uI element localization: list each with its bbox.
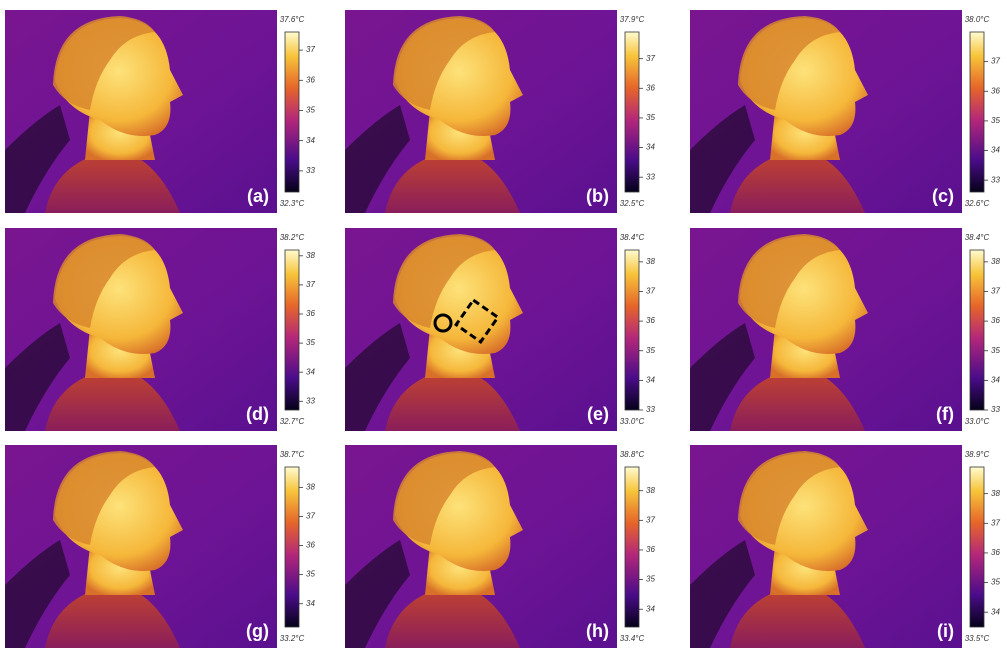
panel: (e) 38.4°C 33.0°C33 34 35 36 37 38 bbox=[345, 228, 655, 431]
colorbar-tick-label: 35 bbox=[646, 113, 655, 122]
colorbar-tick-label: 36 bbox=[991, 316, 1000, 325]
panel-label: (d) bbox=[246, 404, 269, 424]
colorbar-tick-label: 35 bbox=[991, 578, 1000, 587]
colorbar-tick-label: 35 bbox=[306, 338, 315, 347]
colorbar bbox=[625, 467, 639, 627]
colorbar-min: 32.3°C bbox=[280, 199, 305, 208]
colorbar-tick-label: 33 bbox=[646, 172, 655, 181]
colorbar bbox=[625, 32, 639, 192]
colorbar-tick-label: 36 bbox=[306, 309, 315, 318]
colorbar-tick-label: 34 bbox=[646, 375, 655, 384]
colorbar-tick-label: 36 bbox=[991, 548, 1000, 557]
colorbar-min: 32.7°C bbox=[280, 417, 305, 426]
colorbar-tick-label: 37 bbox=[306, 280, 315, 289]
colorbar-tick-label: 34 bbox=[306, 599, 315, 608]
colorbar-tick-label: 33 bbox=[306, 396, 315, 405]
colorbar-tick-label: 35 bbox=[991, 346, 1000, 355]
colorbar bbox=[970, 467, 984, 627]
colorbar-min: 33.4°C bbox=[620, 634, 645, 643]
colorbar-max: 37.6°C bbox=[280, 15, 305, 24]
colorbar-tick-label: 38 bbox=[646, 486, 655, 495]
colorbar-tick-label: 34 bbox=[646, 604, 655, 613]
colorbar-tick-label: 38 bbox=[306, 482, 315, 491]
colorbar-tick-label: 36 bbox=[646, 316, 655, 325]
colorbar-tick-label: 38 bbox=[646, 257, 655, 266]
panel-label: (g) bbox=[246, 621, 269, 641]
colorbar bbox=[285, 32, 299, 192]
colorbar-tick-label: 37 bbox=[991, 287, 1000, 296]
colorbar-tick-label: 34 bbox=[646, 143, 655, 152]
colorbar-tick-label: 34 bbox=[991, 146, 1000, 155]
colorbar-tick-label: 37 bbox=[306, 45, 315, 54]
colorbar bbox=[970, 250, 984, 410]
colorbar bbox=[970, 32, 984, 192]
panel-label: (f) bbox=[936, 404, 954, 424]
colorbar-tick-label: 34 bbox=[991, 375, 1000, 384]
colorbar-tick-label: 34 bbox=[991, 607, 1000, 616]
colorbar-tick-label: 35 bbox=[306, 106, 315, 115]
colorbar-max: 38.4°C bbox=[620, 233, 645, 242]
colorbar-tick-label: 33 bbox=[646, 405, 655, 414]
colorbar-max: 38.2°C bbox=[280, 233, 305, 242]
panel-label: (a) bbox=[247, 186, 269, 206]
panel-label: (b) bbox=[586, 186, 609, 206]
colorbar-max: 38.9°C bbox=[965, 450, 990, 459]
colorbar-tick-label: 33 bbox=[991, 175, 1000, 184]
figure: (a) 37.6°C 32.3°C 33 34 35 36 37 (b) 37.9°C 32.5°C… bbox=[0, 0, 1007, 648]
colorbar-tick-label: 38 bbox=[991, 489, 1000, 498]
colorbar-tick-label: 37 bbox=[991, 57, 1000, 66]
colorbar-tick-label: 36 bbox=[306, 541, 315, 550]
colorbar-tick-label: 37 bbox=[306, 512, 315, 521]
panel: (d) 38.2°C 32.7°C 33 34 35 36 37 38 bbox=[5, 228, 315, 431]
panel: (g) 38.7°C 33.2°C 34 35 36 37 38 bbox=[5, 445, 315, 648]
colorbar-tick-label: 37 bbox=[646, 515, 655, 524]
colorbar-tick-label: 38 bbox=[306, 251, 315, 260]
colorbar-min: 33.2°C bbox=[280, 634, 305, 643]
colorbar-tick-label: 36 bbox=[306, 75, 315, 84]
panel: (a) 37.6°C 32.3°C 33 34 35 36 37 bbox=[5, 10, 315, 213]
colorbar-tick-label: 37 bbox=[991, 518, 1000, 527]
colorbar-min: 33.0°C bbox=[965, 417, 990, 426]
colorbar-tick-label: 35 bbox=[646, 346, 655, 355]
colorbar bbox=[285, 250, 299, 410]
colorbar-min: 33.0°C bbox=[620, 417, 645, 426]
colorbar-tick-label: 37 bbox=[646, 287, 655, 296]
colorbar-tick-label: 36 bbox=[991, 86, 1000, 95]
colorbar-tick-label: 35 bbox=[991, 116, 1000, 125]
colorbar-max: 38.4°C bbox=[965, 233, 990, 242]
panel: (c) 38.0°C 32.6°C 33 34 35 36 37 bbox=[690, 10, 1000, 213]
colorbar-min: 32.6°C bbox=[965, 199, 990, 208]
colorbar-max: 38.8°C bbox=[620, 450, 645, 459]
panel-label: (e) bbox=[587, 404, 609, 424]
colorbar-tick-label: 35 bbox=[306, 570, 315, 579]
colorbar bbox=[285, 467, 299, 627]
panel: (b) 37.9°C 32.5°C 33 34 35 36 37 bbox=[345, 10, 655, 213]
colorbar-tick-label: 38 bbox=[991, 257, 1000, 266]
colorbar-tick-label: 36 bbox=[646, 83, 655, 92]
colorbar-min: 33.5°C bbox=[965, 634, 990, 643]
panel-label: (c) bbox=[932, 186, 954, 206]
panel: (i) 38.9°C 33.5°C 34 35 36 37 38 bbox=[690, 445, 1000, 648]
colorbar-max: 38.7°C bbox=[280, 450, 305, 459]
colorbar-tick-label: 34 bbox=[306, 367, 315, 376]
colorbar-min: 32.5°C bbox=[620, 199, 645, 208]
panel-label: (i) bbox=[937, 621, 954, 641]
colorbar-tick-label: 35 bbox=[646, 575, 655, 584]
panel: (h) 38.8°C 33.4°C 34 35 36 37 38 bbox=[345, 445, 655, 648]
colorbar-tick-label: 34 bbox=[306, 136, 315, 145]
panel-label: (h) bbox=[586, 621, 609, 641]
colorbar-max: 37.9°C bbox=[620, 15, 645, 24]
colorbar-tick-label: 36 bbox=[646, 545, 655, 554]
panel: (f) 38.4°C 33.0°C33 34 35 36 37 38 bbox=[690, 228, 1000, 431]
colorbar-tick-label: 33 bbox=[306, 166, 315, 175]
colorbar-max: 38.0°C bbox=[965, 15, 990, 24]
colorbar bbox=[625, 250, 639, 410]
colorbar-tick-label: 33 bbox=[991, 405, 1000, 414]
colorbar-tick-label: 37 bbox=[646, 54, 655, 63]
